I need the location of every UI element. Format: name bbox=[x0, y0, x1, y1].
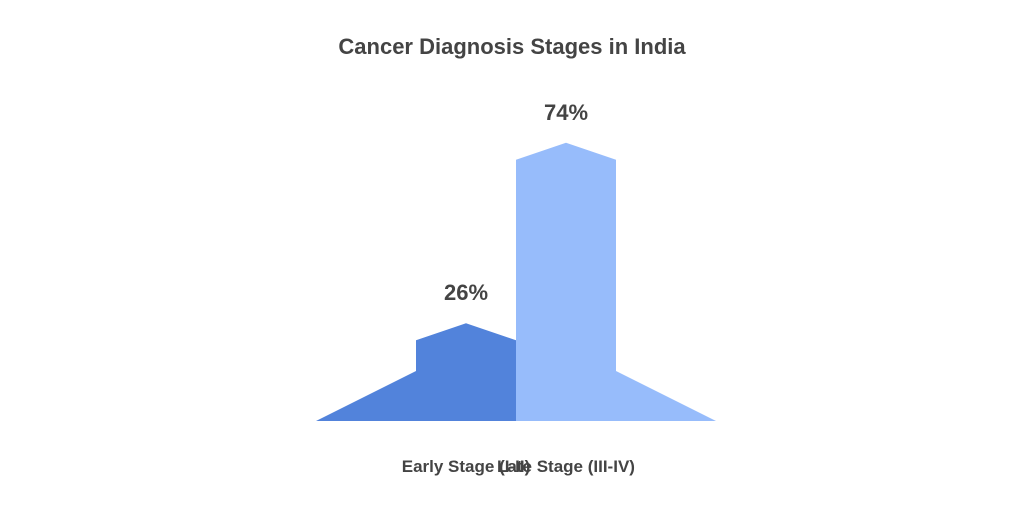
category-labels-group: Early Stage (I-II)Late Stage (III-IV) bbox=[402, 457, 635, 476]
category-label-1: Early Stage (I-II) bbox=[402, 457, 530, 476]
bar-2 bbox=[516, 142, 716, 421]
bar-1 bbox=[316, 323, 516, 421]
value-label-1: 26% bbox=[444, 280, 488, 305]
chart-title: Cancer Diagnosis Stages in India bbox=[338, 34, 686, 59]
value-labels-group: 26% 74% bbox=[444, 100, 588, 305]
value-label-2: 74% bbox=[544, 100, 588, 125]
bars-group bbox=[316, 142, 716, 421]
category-label-2: Late Stage (III-IV) bbox=[497, 457, 635, 476]
